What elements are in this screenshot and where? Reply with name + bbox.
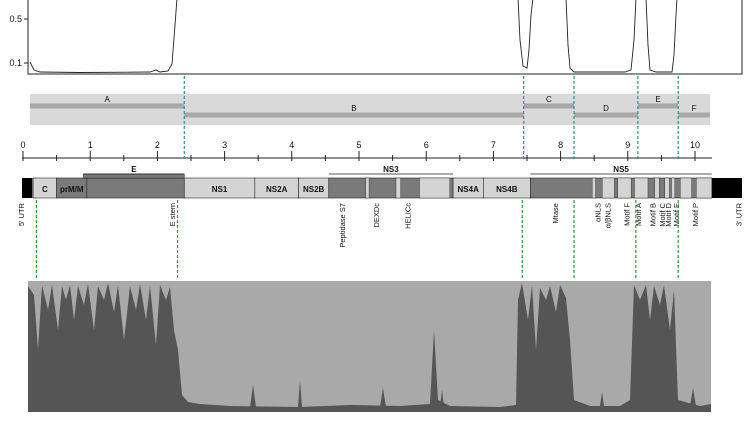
- scale-tick-label-1: 1: [88, 140, 93, 150]
- genome-domain-block: [654, 177, 660, 199]
- genome-domain-block: [365, 177, 370, 199]
- feature-labels: 5' UTR E stem Peptidase S7 DEXDc HELICc Mtase…: [17, 202, 744, 247]
- genome-scale: 0 1 2 3 4 5 6 7 8 9 10: [20, 140, 712, 161]
- region-stripe-A: [30, 103, 185, 109]
- region-stripe-D: [574, 112, 638, 118]
- group-label-ns3: NS3: [383, 165, 399, 174]
- region-label-C: C: [546, 95, 552, 104]
- genome-segment-label: NS2B: [303, 185, 325, 194]
- conservation-plot: [28, 281, 711, 412]
- genome-domain-block: [602, 177, 615, 199]
- region-stripe-B: [184, 112, 524, 118]
- genome-domain-block: [664, 177, 670, 199]
- genome-segment-label: NS1: [212, 185, 228, 194]
- genome-domain-block: [680, 177, 692, 199]
- region-stripe-E: [637, 103, 679, 109]
- scale-tick-label-5: 5: [356, 140, 361, 150]
- genome-segment-label: NS4B: [496, 185, 518, 194]
- scale-tick-label-3: 3: [222, 140, 227, 150]
- feature-label: Motif C: [658, 202, 667, 226]
- genome-domain-block: [617, 177, 632, 199]
- region-band: A B C D E F: [30, 94, 710, 125]
- feature-label: Motif F: [622, 203, 631, 226]
- region-label-A: A: [104, 95, 110, 104]
- group-label-ns5: NS5: [613, 165, 629, 174]
- y-tick-label-0.5: 0.5: [9, 14, 22, 24]
- y-tick-label-0.1: 0.1: [9, 58, 22, 68]
- genome-domain-block: [671, 177, 676, 199]
- genome-domain-block: [395, 177, 401, 199]
- genome-domain-block: [696, 177, 712, 199]
- group-label-e: E: [131, 165, 137, 174]
- similarity-plot-frame: [27, 0, 743, 75]
- feature-label: Mtase: [551, 203, 560, 223]
- similarity-plot: 0.5 0.1: [9, 0, 743, 75]
- scale-tick-label-8: 8: [558, 140, 563, 150]
- feature-label: αNLS: [594, 203, 603, 222]
- genome-segment-label: prM/M: [60, 185, 84, 194]
- scale-tick-label-10: 10: [690, 140, 700, 150]
- genome-domain-block: [591, 177, 596, 199]
- genome-domain-block: [634, 177, 649, 199]
- conservation-dark-area: [28, 283, 711, 412]
- feature-label: Motif P: [691, 203, 700, 226]
- region-label-E: E: [655, 95, 660, 104]
- genome-segment-label: NS2A: [266, 185, 288, 194]
- genome-segment: [86, 177, 185, 199]
- scale-tick-label-7: 7: [491, 140, 496, 150]
- feature-label: E stem: [168, 203, 177, 226]
- boundary-lines: [35, 76, 679, 280]
- feature-label: DEXDc: [372, 203, 381, 228]
- similarity-curve: [29, 0, 678, 73]
- feature-label: α/βNLS: [604, 203, 613, 228]
- region-label-D: D: [603, 104, 609, 113]
- feature-label: Motif A: [634, 203, 643, 226]
- region-label-B: B: [351, 104, 356, 113]
- feature-label: 5' UTR: [17, 202, 26, 226]
- genome-segment-label: C: [42, 185, 48, 194]
- genome-domain-block: [419, 177, 450, 199]
- scale-tick-label-9: 9: [625, 140, 630, 150]
- feature-label: Peptidase S7: [338, 203, 347, 248]
- feature-label: Motif B: [649, 203, 658, 226]
- feature-label: Motif E: [672, 203, 681, 226]
- feature-label: 3' UTR: [735, 202, 744, 226]
- feature-label: Motif D: [664, 202, 673, 226]
- scale-tick-label-2: 2: [155, 140, 160, 150]
- e-protein-overhang: [83, 173, 185, 179]
- region-label-F: F: [692, 104, 697, 113]
- scale-tick-label-4: 4: [289, 140, 294, 150]
- region-band-background: [30, 94, 710, 125]
- feature-label: HELICc: [403, 203, 412, 229]
- region-stripe-F: [678, 112, 710, 118]
- scale-tick-label-6: 6: [424, 140, 429, 150]
- region-stripe-C: [523, 103, 575, 109]
- genome-segment-label: NS4A: [458, 185, 480, 194]
- scale-tick-label-0: 0: [20, 140, 25, 150]
